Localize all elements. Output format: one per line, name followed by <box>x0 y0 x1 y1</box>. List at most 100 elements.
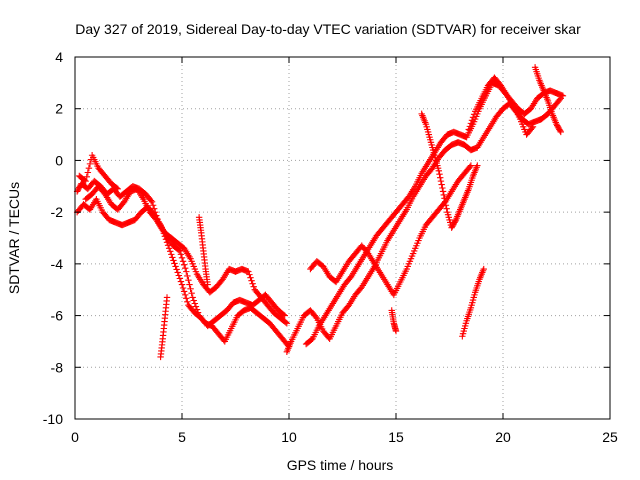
data-point <box>441 195 448 202</box>
data-point <box>174 269 181 276</box>
y-tick-label: -6 <box>51 308 64 324</box>
data-point <box>246 271 253 278</box>
data-point <box>179 258 187 265</box>
data-point <box>392 327 400 335</box>
data-series <box>459 265 487 340</box>
data-point <box>163 239 171 246</box>
data-point <box>164 242 172 249</box>
data-point <box>147 197 155 204</box>
data-point <box>159 227 166 234</box>
data-series <box>195 214 211 288</box>
data-series <box>73 177 291 327</box>
data-point <box>557 128 564 136</box>
y-tick-label: -4 <box>51 256 64 272</box>
data-point <box>468 117 476 124</box>
data-point <box>184 298 191 305</box>
data-point <box>182 291 189 299</box>
chart-title: Day 327 of 2019, Sidereal Day-to-day VTE… <box>75 21 581 37</box>
data-series <box>388 307 400 335</box>
data-point <box>170 257 177 264</box>
data-point <box>113 184 120 192</box>
y-tick-label: 4 <box>55 49 63 65</box>
data-point <box>282 319 289 326</box>
data-point <box>480 265 487 273</box>
data-point <box>165 245 173 252</box>
data-point <box>86 160 94 168</box>
data-point <box>82 177 89 185</box>
data-point <box>465 126 472 133</box>
data-point <box>245 268 252 275</box>
data-point <box>283 320 291 327</box>
data-point <box>190 297 197 304</box>
data-point <box>188 289 195 297</box>
data-point <box>439 184 446 192</box>
data-point <box>169 254 176 261</box>
data-point <box>81 177 88 184</box>
data-point <box>466 163 474 171</box>
data-point <box>162 236 170 243</box>
data-point <box>160 230 168 237</box>
data-point <box>187 285 194 293</box>
x-tick-label: 25 <box>602 429 618 445</box>
data-point <box>248 277 255 284</box>
data-point <box>191 300 199 307</box>
y-tick-label: 2 <box>55 101 63 117</box>
y-tick-label: -10 <box>43 411 63 427</box>
data-point <box>183 295 190 302</box>
data-series <box>157 294 171 361</box>
data-point <box>178 254 186 262</box>
data-point <box>163 294 171 301</box>
x-tick-label: 10 <box>281 429 297 445</box>
data-point <box>528 124 536 132</box>
data-point <box>440 191 447 199</box>
data-series <box>465 74 537 138</box>
data-point <box>249 280 256 287</box>
x-tick-labels: 0 5 10 15 20 25 <box>71 429 618 445</box>
data-point <box>466 123 474 130</box>
data-point <box>177 251 185 258</box>
data-point <box>435 167 442 174</box>
data-point <box>469 114 477 121</box>
data-point <box>474 162 481 169</box>
data-point <box>192 303 200 310</box>
x-tick-label: 15 <box>388 429 404 445</box>
data-point <box>178 281 186 288</box>
data-point <box>467 162 475 169</box>
data-point <box>442 202 450 209</box>
data-point <box>529 123 537 131</box>
data-point <box>150 205 158 212</box>
grid-lines <box>75 57 610 419</box>
data-point <box>173 266 180 273</box>
data-point <box>250 283 257 290</box>
data-point <box>436 171 443 178</box>
data-point <box>161 233 169 240</box>
data-point <box>452 217 459 225</box>
data-point <box>84 169 92 176</box>
data-point <box>175 272 182 279</box>
data-series <box>307 162 475 299</box>
data-series <box>82 183 288 330</box>
data-point <box>180 288 188 295</box>
data-series <box>76 152 121 193</box>
data-point <box>148 198 156 205</box>
data-point <box>85 164 93 172</box>
data-point <box>177 278 185 285</box>
x-tick-label: 0 <box>71 429 79 445</box>
data-point <box>189 294 196 301</box>
y-tick-labels: -10 -8 -6 -4 -2 0 2 4 <box>43 49 63 427</box>
data-point <box>467 120 475 127</box>
data-markers <box>73 64 567 361</box>
data-point <box>171 260 178 267</box>
data-point <box>280 311 287 318</box>
y-tick-label: -2 <box>51 204 64 220</box>
y-tick-label: 0 <box>55 152 63 168</box>
data-point <box>176 247 184 255</box>
axis-ticks <box>74 56 611 420</box>
data-point <box>556 127 564 134</box>
data-point <box>559 92 567 99</box>
data-point <box>183 268 190 275</box>
data-series <box>283 95 564 355</box>
data-point <box>114 185 121 193</box>
y-axis-label: SDTVAR / TECUs <box>6 182 22 294</box>
